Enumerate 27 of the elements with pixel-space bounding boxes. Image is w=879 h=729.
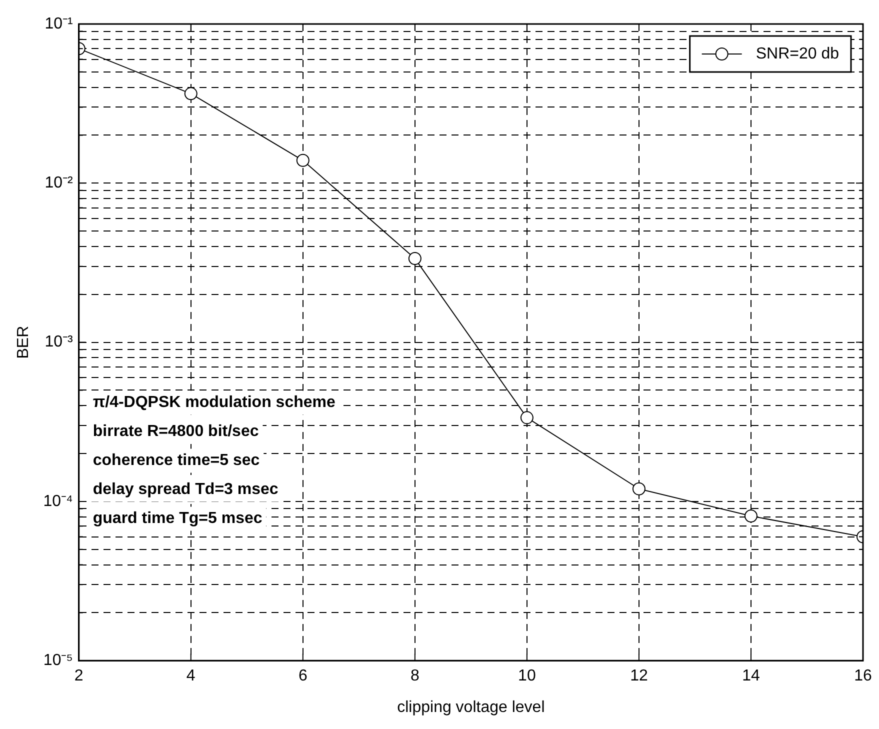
annotation: π/4-DQPSK modulation scheme [92, 394, 336, 412]
annotation: guard time Tg=5 msec [92, 510, 262, 528]
y-tick-label: 10⁻⁴ [43, 492, 73, 510]
x-axis-title: clipping voltage level [397, 698, 545, 716]
point [744, 510, 758, 523]
y-tick-label: 10⁻³ [44, 334, 74, 351]
x-tick-label: 10 [518, 668, 536, 685]
annotation: coherence time=5 sec [92, 452, 260, 470]
x-tick-label: 14 [742, 668, 760, 685]
x-tick-label: 4 [186, 668, 196, 685]
x-tick-label: 8 [410, 668, 420, 685]
point [408, 252, 422, 266]
x-tick-label: 12 [630, 668, 648, 685]
y-tick-label: 10⁻² [44, 174, 74, 192]
point [520, 411, 534, 424]
y-tick-label: 10⁻⁵ [43, 652, 73, 670]
annotation: delay spread Td=3 msec [92, 481, 278, 498]
y-axis-title: BER [15, 326, 32, 359]
point [184, 87, 198, 100]
point [632, 482, 646, 496]
point [296, 154, 310, 167]
x-tick-label: 16 [854, 668, 872, 685]
x-tick-label: 2 [74, 668, 84, 685]
legend-label: SNR=20 db [756, 45, 840, 62]
y-tick-label: 10⁻¹ [44, 15, 73, 32]
x-tick-label: 6 [298, 668, 308, 685]
annotation: birrate R=4800 bit/sec [92, 423, 259, 440]
